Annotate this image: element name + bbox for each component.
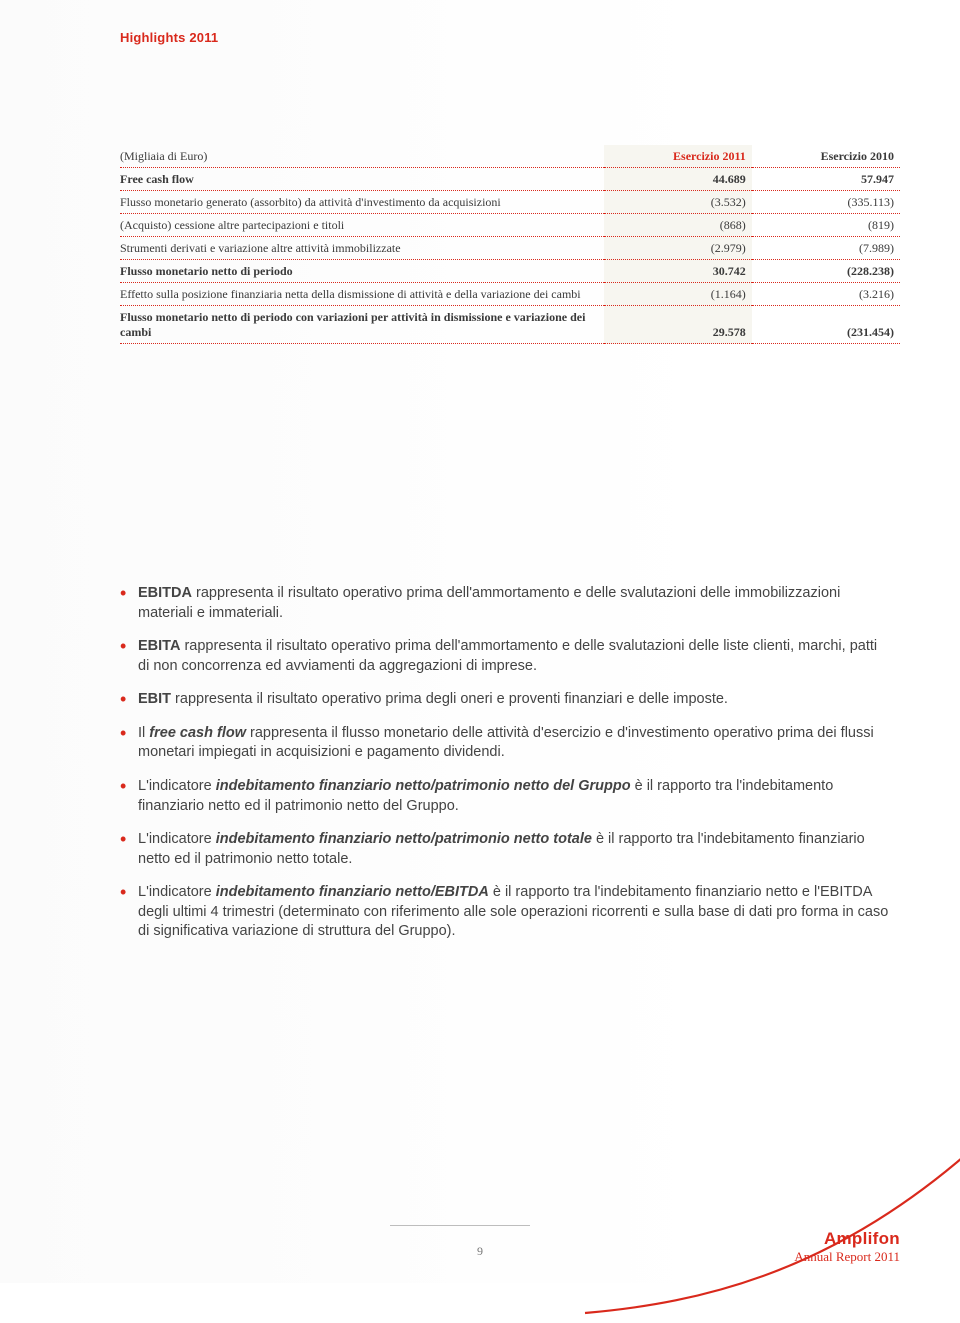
- table-row: Effetto sulla posizione finanziaria nett…: [120, 283, 900, 306]
- definition-prefix: Il: [138, 725, 149, 741]
- table-row: (Acquisto) cessione altre partecipazioni…: [120, 214, 900, 237]
- table-header-row: (Migliaia di Euro) Esercizio 2011 Eserci…: [120, 145, 900, 168]
- cell-2010: (7.989): [752, 237, 900, 260]
- row-label: Flusso monetario netto di periodo con va…: [120, 306, 604, 344]
- row-label: Effetto sulla posizione finanziaria nett…: [120, 283, 604, 306]
- definition-text: rappresenta il risultato operativo prima…: [171, 691, 728, 707]
- cell-2011: 29.578: [604, 306, 752, 344]
- cell-2011: (868): [604, 214, 752, 237]
- definition-term-italic: free cash flow: [149, 725, 246, 741]
- table-body: Free cash flow44.68957.947Flusso monetar…: [120, 168, 900, 344]
- cell-2010: (335.113): [752, 191, 900, 214]
- definition-text: rappresenta il flusso monetario delle at…: [138, 725, 874, 761]
- definition-prefix: L'indicatore: [138, 778, 216, 794]
- definition-term-italic: indebitamento finanziario netto/patrimon…: [216, 778, 631, 794]
- decorative-curve: [580, 1103, 960, 1323]
- cell-2011: 30.742: [604, 260, 752, 283]
- definition-text: rappresenta il risultato operativo prima…: [138, 585, 840, 621]
- table-caption: (Migliaia di Euro): [120, 145, 604, 168]
- definition-item: L'indicatore indebitamento finanziario n…: [120, 777, 892, 816]
- footer-divider: [390, 1225, 530, 1226]
- row-label: Strumenti derivati e variazione altre at…: [120, 237, 604, 260]
- brand-subtitle: Annual Report 2011: [794, 1249, 900, 1265]
- row-label: (Acquisto) cessione altre partecipazioni…: [120, 214, 604, 237]
- brand-name: Amplifon: [794, 1229, 900, 1249]
- cell-2010: (819): [752, 214, 900, 237]
- definition-item: EBITDA rappresenta il risultato operativ…: [120, 584, 892, 623]
- cashflow-table: (Migliaia di Euro) Esercizio 2011 Eserci…: [120, 145, 900, 344]
- cell-2011: (3.532): [604, 191, 752, 214]
- page-container: Highlights 2011 (Migliaia di Euro) Eserc…: [0, 0, 960, 1283]
- definition-term: EBITDA: [138, 585, 192, 601]
- brand-block: Amplifon Annual Report 2011: [794, 1229, 900, 1265]
- definition-term-italic: indebitamento finanziario netto/patrimon…: [216, 831, 592, 847]
- table-row: Strumenti derivati e variazione altre at…: [120, 237, 900, 260]
- col-header-2010: Esercizio 2010: [752, 145, 900, 168]
- cell-2011: 44.689: [604, 168, 752, 191]
- definition-prefix: L'indicatore: [138, 831, 216, 847]
- definition-item: EBITA rappresenta il risultato operativo…: [120, 637, 892, 676]
- definition-item: L'indicatore indebitamento finanziario n…: [120, 830, 892, 869]
- section-header: Highlights 2011: [120, 30, 900, 45]
- row-label: Flusso monetario generato (assorbito) da…: [120, 191, 604, 214]
- definition-item: Il free cash flow rappresenta il flusso …: [120, 724, 892, 763]
- definition-term: EBITA: [138, 638, 180, 654]
- definition-prefix: L'indicatore: [138, 884, 216, 900]
- table-row: Free cash flow44.68957.947: [120, 168, 900, 191]
- definition-text: rappresenta il risultato operativo prima…: [138, 638, 877, 674]
- table-row: Flusso monetario netto di periodo30.742(…: [120, 260, 900, 283]
- table-row: Flusso monetario generato (assorbito) da…: [120, 191, 900, 214]
- cell-2010: (3.216): [752, 283, 900, 306]
- definition-item: EBIT rappresenta il risultato operativo …: [120, 690, 892, 710]
- row-label: Flusso monetario netto di periodo: [120, 260, 604, 283]
- definitions-list: EBITDA rappresenta il risultato operativ…: [120, 584, 900, 942]
- definition-item: L'indicatore indebitamento finanziario n…: [120, 883, 892, 942]
- cell-2010: (228.238): [752, 260, 900, 283]
- cell-2010: 57.947: [752, 168, 900, 191]
- cell-2010: (231.454): [752, 306, 900, 344]
- definition-term-italic: indebitamento finanziario netto/EBITDA: [216, 884, 489, 900]
- cell-2011: (2.979): [604, 237, 752, 260]
- table-row: Flusso monetario netto di periodo con va…: [120, 306, 900, 344]
- cell-2011: (1.164): [604, 283, 752, 306]
- col-header-2011: Esercizio 2011: [604, 145, 752, 168]
- row-label: Free cash flow: [120, 168, 604, 191]
- definition-term: EBIT: [138, 691, 171, 707]
